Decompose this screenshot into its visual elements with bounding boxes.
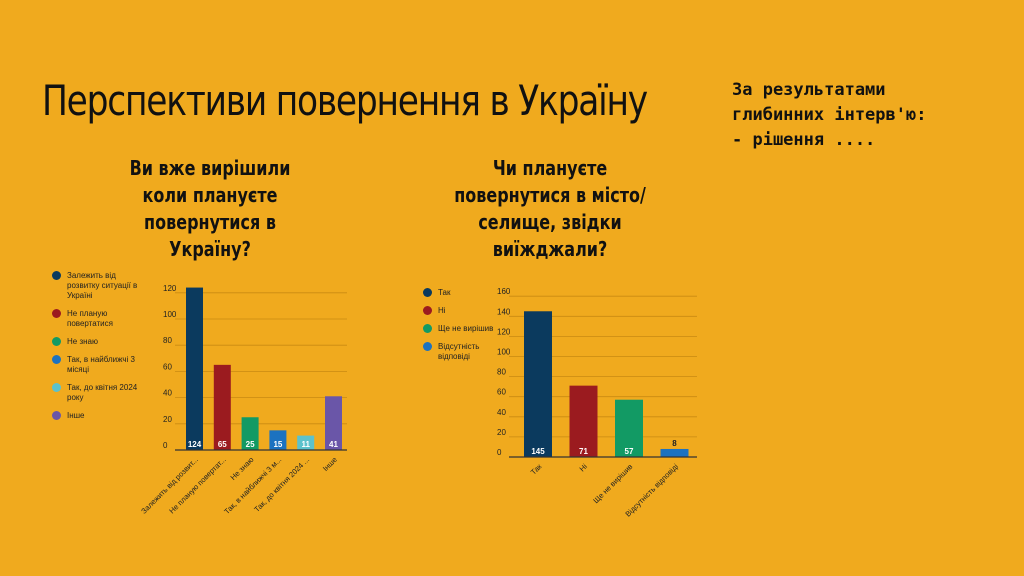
- slide-title: Перспективи повернення в Україну: [42, 76, 648, 125]
- bar: [325, 396, 342, 450]
- legend-swatch: [52, 411, 61, 420]
- legend-swatch: [423, 324, 432, 333]
- bar: [186, 287, 203, 450]
- legend-item: Так, до квітня 2024 року: [52, 383, 142, 403]
- y-tick-label: 40: [163, 389, 172, 398]
- y-tick-label: 60: [163, 362, 172, 371]
- legend-item: Ні: [423, 306, 513, 316]
- bar: [213, 364, 231, 450]
- y-tick-label: 120: [163, 284, 177, 293]
- y-tick-label: 120: [497, 327, 511, 336]
- legend-label: Залежить від розвитку ситуації в Україні: [67, 271, 138, 300]
- legend-label: Так, в найближчі 3 місяці: [67, 355, 135, 374]
- legend-swatch: [52, 383, 61, 392]
- bar: [569, 385, 598, 457]
- y-tick-label: 0: [497, 448, 502, 457]
- data-label: 65: [218, 440, 227, 449]
- data-label: 8: [672, 439, 677, 448]
- y-tick-label: 20: [163, 415, 172, 424]
- y-tick-label: 20: [497, 428, 506, 437]
- y-tick-label: 100: [497, 348, 511, 357]
- data-label: 57: [625, 447, 634, 456]
- chart1-legend: Залежить від розвитку ситуації в Україні…: [52, 271, 142, 429]
- bar: [241, 417, 259, 450]
- bar: [269, 430, 287, 450]
- legend-item: Так, в найближчі 3 місяці: [52, 355, 142, 375]
- legend-item: Не знаю: [52, 337, 142, 347]
- legend-item: Так: [423, 288, 513, 298]
- y-tick-label: 100: [163, 310, 177, 319]
- y-tick-label: 140: [497, 307, 511, 316]
- interview-note: За результатами глибинних інтерв'ю: - рі…: [732, 80, 927, 150]
- data-label: 25: [246, 440, 255, 449]
- chart2-title: Чи плануєте повернутися в місто/селище, …: [454, 156, 646, 261]
- legend-item: Залежить від розвитку ситуації в Україні: [52, 271, 142, 301]
- y-tick-label: 160: [497, 287, 511, 296]
- legend-label: Відсутність відповіді: [438, 342, 480, 361]
- legend-label: Не планую повертатися: [67, 309, 113, 328]
- data-label: 41: [329, 440, 338, 449]
- data-label: 11: [301, 440, 310, 449]
- data-label: 71: [579, 447, 588, 456]
- legend-item: Не планую повертатися: [52, 309, 142, 329]
- data-label: 124: [188, 440, 202, 449]
- bar: [660, 448, 689, 457]
- y-tick-label: 80: [163, 336, 172, 345]
- x-tick-label: Так: [529, 462, 544, 477]
- y-tick-label: 0: [163, 441, 168, 450]
- legend-swatch: [52, 355, 61, 364]
- legend-swatch: [423, 306, 432, 315]
- data-label: 145: [531, 447, 545, 456]
- legend-label: Не знаю: [67, 337, 98, 346]
- legend-label: Так: [438, 288, 451, 297]
- legend-swatch: [423, 342, 432, 351]
- legend-swatch: [423, 288, 432, 297]
- legend-swatch: [52, 309, 61, 318]
- chart1-title: Ви вже вирішили коли плануєте повернутис…: [129, 156, 291, 261]
- bar: [297, 435, 315, 450]
- bar: [524, 311, 552, 457]
- legend-item: Відсутність відповіді: [423, 342, 513, 362]
- data-label: 15: [273, 440, 282, 449]
- x-tick-label: Ні: [578, 462, 590, 474]
- legend-label: Так, до квітня 2024 року: [67, 383, 138, 402]
- x-tick-label: Ще не вирішив: [591, 462, 634, 505]
- y-tick-label: 60: [497, 388, 506, 397]
- legend-swatch: [52, 271, 61, 280]
- y-tick-label: 80: [497, 368, 506, 377]
- y-tick-label: 40: [497, 408, 506, 417]
- legend-swatch: [52, 337, 61, 346]
- legend-label: Ні: [438, 306, 446, 315]
- legend-item: Ще не вирішив: [423, 324, 513, 334]
- bar: [615, 399, 643, 457]
- legend-item: Інше: [52, 411, 142, 421]
- legend-label: Ще не вирішив: [438, 324, 494, 333]
- chart2-legend: Так Ні Ще не вирішив Відсутність відповіді: [423, 288, 513, 370]
- legend-label: Інше: [67, 411, 85, 420]
